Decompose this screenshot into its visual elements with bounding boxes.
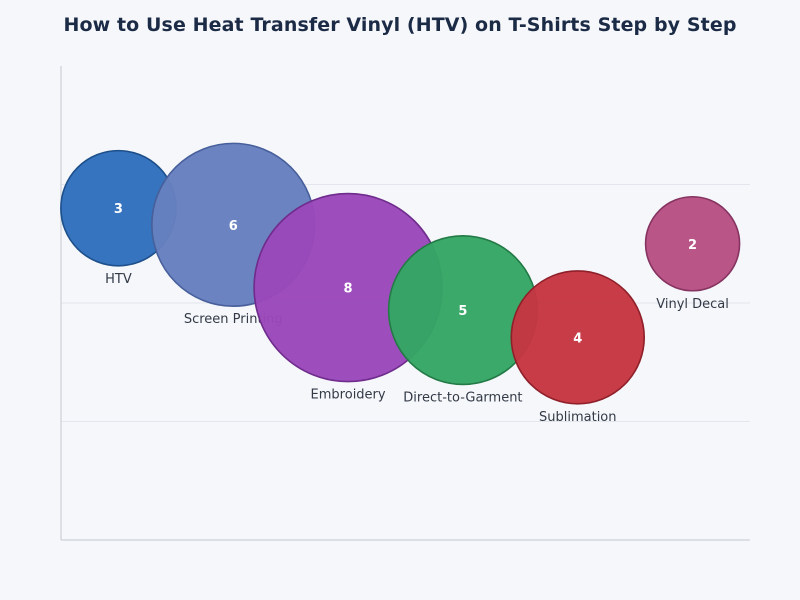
bubble-value-label: 4 <box>573 331 582 346</box>
bubble-category-label: HTV <box>105 272 132 287</box>
bubble-value-label: 3 <box>114 202 123 217</box>
bubble-value-label: 8 <box>344 282 353 297</box>
bubble-3: 5 <box>387 234 539 386</box>
bubble-category-label: Sublimation <box>539 410 617 425</box>
bubble-4: 4 <box>510 270 646 405</box>
bubble-value-label: 5 <box>458 304 467 319</box>
bubble-category-label: Direct-to-Garment <box>403 390 522 405</box>
bubble-category-label: Embroidery <box>311 388 386 403</box>
bubble-value-label: 6 <box>229 219 238 234</box>
bubble-value-label: 2 <box>688 238 697 253</box>
bubble-circle <box>644 195 741 292</box>
bubble-category-label: Vinyl Decal <box>656 297 729 312</box>
chart-title: How to Use Heat Transfer Vinyl (HTV) on … <box>63 14 737 36</box>
bubble-5: 2 <box>644 195 741 292</box>
bubble-circle <box>510 270 646 405</box>
